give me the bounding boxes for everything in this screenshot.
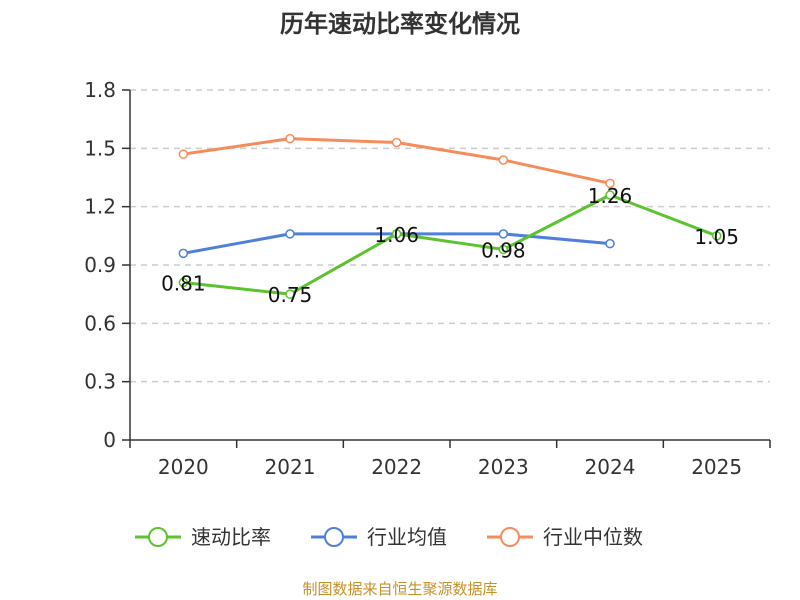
series-line	[183, 193, 718, 296]
data-labels: 0.81 0.75 1.06 0.98 1.26 1.05	[161, 184, 739, 307]
x-tick-label: 2020	[158, 455, 209, 479]
legend-item-2[interactable]: 行业中位数	[487, 525, 643, 549]
legend-label: 行业均值	[367, 525, 447, 549]
data-point	[178, 277, 189, 288]
legend-marker	[324, 527, 344, 547]
data-point	[285, 229, 295, 239]
data-point	[178, 248, 189, 259]
series-2	[178, 133, 615, 189]
legend-marker	[500, 527, 520, 547]
legend: 速动比率 行业均值 行业中位数	[135, 525, 643, 549]
data-point	[178, 149, 189, 159]
x-tick-label: 2022	[371, 455, 422, 479]
data-point	[605, 178, 615, 189]
series-lines	[178, 133, 722, 299]
legend-marker	[148, 527, 168, 547]
chart-title: 历年速动比率变化情况	[280, 10, 520, 38]
data-label: 0.75	[268, 283, 313, 307]
data-point	[498, 244, 509, 255]
data-point	[498, 229, 509, 239]
y-tick-label: 0.6	[84, 311, 116, 335]
data-point	[711, 231, 722, 241]
data-point	[285, 289, 295, 299]
data-label: 1.26	[588, 184, 633, 208]
data-label: 0.81	[161, 272, 206, 296]
data-point	[498, 155, 509, 165]
data-label: 0.98	[481, 238, 526, 262]
data-point	[605, 190, 615, 200]
y-tick-label: 0.3	[84, 370, 116, 394]
series-0	[178, 190, 722, 299]
legend-label: 速动比率	[191, 525, 271, 549]
data-point	[391, 137, 402, 148]
legend-item-1[interactable]: 行业均值	[311, 525, 447, 549]
y-tick-label: 0	[103, 428, 116, 452]
legend-item-0[interactable]: 速动比率	[135, 525, 271, 549]
data-point	[285, 133, 295, 144]
source-note: 制图数据来自恒生聚源数据库	[302, 580, 497, 598]
grid-lines	[130, 89, 770, 383]
x-tick-label: 2025	[691, 455, 742, 479]
axes: 0 0.3 0.6 0.9 1.2 1.5 1.8 2020 2021 2022 2023 2024 2…	[84, 78, 771, 479]
data-point	[391, 229, 402, 239]
y-tick-label: 1.5	[84, 136, 116, 160]
data-label: 1.06	[374, 223, 419, 247]
y-tick-label: 1.2	[84, 195, 116, 219]
y-tick-label: 0.9	[84, 253, 116, 277]
x-tick-label: 2024	[585, 455, 636, 479]
data-point	[605, 238, 615, 249]
x-tick-label: 2021	[265, 455, 316, 479]
data-label: 1.05	[694, 225, 739, 249]
legend-label: 行业中位数	[543, 525, 643, 549]
y-tick-label: 1.8	[84, 78, 116, 102]
x-tick-label: 2023	[478, 455, 529, 479]
